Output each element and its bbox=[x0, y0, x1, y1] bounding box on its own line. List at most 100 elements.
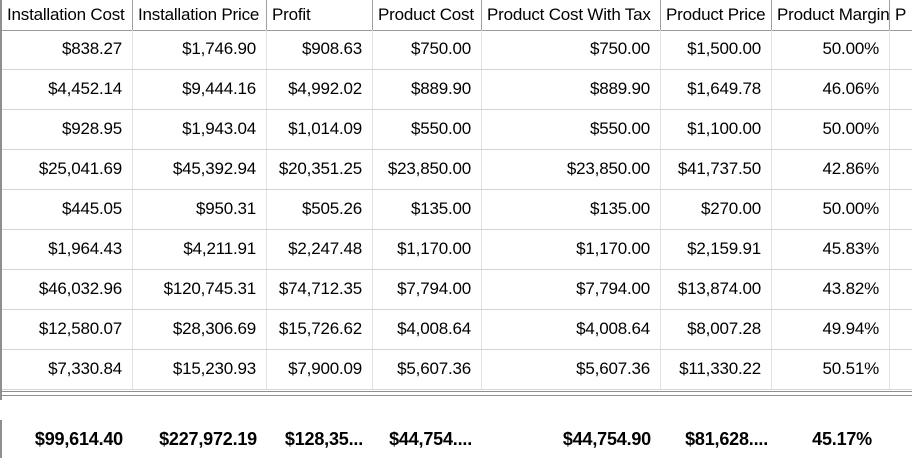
table-cell[interactable]: $270.00 bbox=[661, 190, 772, 229]
table-cell[interactable]: $1,014.09 bbox=[267, 110, 373, 149]
table-cell[interactable]: $950.31 bbox=[133, 190, 267, 229]
total-product-cost-with-tax: $44,754.90 bbox=[562, 429, 651, 449]
table-cell[interactable]: $928.95 bbox=[2, 110, 133, 149]
table-cell[interactable]: $4,008.64 bbox=[373, 310, 482, 349]
table-cell[interactable]: $889.90 bbox=[482, 70, 661, 109]
table-cell[interactable]: $15,726.62 bbox=[267, 310, 373, 349]
table-cell[interactable]: $12,580.07 bbox=[2, 310, 133, 349]
table-cell-truncated[interactable] bbox=[890, 310, 912, 349]
table-cell[interactable]: $5,607.36 bbox=[482, 350, 661, 389]
table-row[interactable]: $12,580.07 $28,306.69 $15,726.62 $4,008.64 $… bbox=[2, 310, 912, 350]
column-header-installation-cost[interactable]: Installation Cost bbox=[2, 0, 133, 30]
table-cell[interactable]: 50.00% bbox=[772, 30, 890, 69]
table-cell[interactable]: $135.00 bbox=[373, 190, 482, 229]
grid-rows: $838.27 $1,746.90 $908.63 $750.00 $750.00 $1,… bbox=[2, 30, 912, 390]
table-cell[interactable]: $45,392.94 bbox=[133, 150, 267, 189]
table-row[interactable]: $928.95 $1,943.04 $1,014.09 $550.00 $550.00 $… bbox=[2, 110, 912, 150]
column-header-product-cost[interactable]: Product Cost bbox=[373, 0, 482, 30]
table-cell-truncated[interactable] bbox=[890, 30, 912, 69]
table-row[interactable]: $46,032.96 $120,745.31 $74,712.35 $7,794.00… bbox=[2, 270, 912, 310]
table-cell[interactable]: $1,170.00 bbox=[373, 230, 482, 269]
table-cell[interactable]: $1,500.00 bbox=[661, 30, 772, 69]
grid-left-edge bbox=[0, 0, 2, 400]
column-header-profit[interactable]: Profit bbox=[267, 0, 373, 30]
table-cell-truncated[interactable] bbox=[890, 230, 912, 269]
table-cell[interactable]: $1,170.00 bbox=[482, 230, 661, 269]
table-cell[interactable]: $23,850.00 bbox=[373, 150, 482, 189]
total-installation-cost: $99,614.40 bbox=[34, 429, 123, 449]
table-cell[interactable]: $1,649.78 bbox=[661, 70, 772, 109]
table-cell-truncated[interactable] bbox=[890, 350, 912, 389]
table-cell[interactable]: $11,330.22 bbox=[661, 350, 772, 389]
table-cell[interactable]: $4,992.02 bbox=[267, 70, 373, 109]
table-cell[interactable]: $4,008.64 bbox=[482, 310, 661, 349]
table-cell[interactable]: $7,794.00 bbox=[482, 270, 661, 309]
table-cell[interactable]: $889.90 bbox=[373, 70, 482, 109]
table-cell[interactable]: $9,444.16 bbox=[133, 70, 267, 109]
table-cell[interactable]: $7,330.84 bbox=[2, 350, 133, 389]
total-product-cost: $44,754.... bbox=[389, 429, 472, 449]
table-cell[interactable]: 50.51% bbox=[772, 350, 890, 389]
table-cell[interactable]: $505.26 bbox=[267, 190, 373, 229]
table-cell[interactable]: $2,247.48 bbox=[267, 230, 373, 269]
footer-divider bbox=[0, 391, 912, 392]
column-header-product-margin[interactable]: Product Margin bbox=[772, 0, 890, 30]
table-cell[interactable]: $135.00 bbox=[482, 190, 661, 229]
column-header-product-cost-with-tax[interactable]: Product Cost With Tax bbox=[482, 0, 661, 30]
column-header-truncated[interactable]: P bbox=[890, 0, 912, 30]
table-cell[interactable]: $445.05 bbox=[2, 190, 133, 229]
table-cell[interactable]: $750.00 bbox=[373, 30, 482, 69]
table-row[interactable]: $7,330.84 $15,230.93 $7,900.09 $5,607.36 $5,… bbox=[2, 350, 912, 390]
table-cell[interactable]: $4,452.14 bbox=[2, 70, 133, 109]
table-cell[interactable]: $46,032.96 bbox=[2, 270, 133, 309]
total-profit: $128,35... bbox=[284, 429, 363, 449]
table-row[interactable]: $838.27 $1,746.90 $908.63 $750.00 $750.00 $1,… bbox=[2, 30, 912, 70]
table-cell[interactable]: $41,737.50 bbox=[661, 150, 772, 189]
table-cell-truncated[interactable] bbox=[890, 270, 912, 309]
table-cell[interactable]: $1,964.43 bbox=[2, 230, 133, 269]
table-cell[interactable]: 49.94% bbox=[772, 310, 890, 349]
table-cell[interactable]: $25,041.69 bbox=[2, 150, 133, 189]
table-cell[interactable]: 43.82% bbox=[772, 270, 890, 309]
table-cell-truncated[interactable] bbox=[890, 70, 912, 109]
table-row[interactable]: $4,452.14 $9,444.16 $4,992.02 $889.90 $889.9… bbox=[2, 70, 912, 110]
footer-left-edge bbox=[0, 420, 2, 458]
table-cell[interactable]: $1,943.04 bbox=[133, 110, 267, 149]
table-cell-truncated[interactable] bbox=[890, 110, 912, 149]
table-cell[interactable]: $7,794.00 bbox=[373, 270, 482, 309]
table-cell[interactable]: $15,230.93 bbox=[133, 350, 267, 389]
table-cell-truncated[interactable] bbox=[890, 190, 912, 229]
table-cell[interactable]: $13,874.00 bbox=[661, 270, 772, 309]
table-cell[interactable]: $1,746.90 bbox=[133, 30, 267, 69]
table-cell[interactable]: $28,306.69 bbox=[133, 310, 267, 349]
table-cell[interactable]: $4,211.91 bbox=[133, 230, 267, 269]
table-cell[interactable]: $5,607.36 bbox=[373, 350, 482, 389]
table-cell[interactable]: $7,900.09 bbox=[267, 350, 373, 389]
table-cell[interactable]: 50.00% bbox=[772, 190, 890, 229]
table-cell[interactable]: $120,745.31 bbox=[133, 270, 267, 309]
table-cell[interactable]: $838.27 bbox=[2, 30, 133, 69]
table-cell[interactable]: $20,351.25 bbox=[267, 150, 373, 189]
table-cell[interactable]: $550.00 bbox=[373, 110, 482, 149]
column-header-product-price[interactable]: Product Price bbox=[661, 0, 772, 30]
column-header-installation-price[interactable]: Installation Price bbox=[133, 0, 267, 30]
table-cell[interactable]: $908.63 bbox=[267, 30, 373, 69]
table-cell[interactable]: $2,159.91 bbox=[661, 230, 772, 269]
table-cell[interactable]: 42.86% bbox=[772, 150, 890, 189]
table-cell[interactable]: 46.06% bbox=[772, 70, 890, 109]
table-cell[interactable]: $8,007.28 bbox=[661, 310, 772, 349]
table-cell[interactable]: $550.00 bbox=[482, 110, 661, 149]
footer-divider bbox=[0, 395, 912, 396]
table-cell[interactable]: 50.00% bbox=[772, 110, 890, 149]
table-cell[interactable]: $23,850.00 bbox=[482, 150, 661, 189]
total-installation-price: $227,972.19 bbox=[159, 429, 257, 449]
table-cell[interactable]: $74,712.35 bbox=[267, 270, 373, 309]
table-cell[interactable]: $1,100.00 bbox=[661, 110, 772, 149]
table-row[interactable]: $25,041.69 $45,392.94 $20,351.25 $23,850.00… bbox=[2, 150, 912, 190]
table-cell-truncated[interactable] bbox=[890, 150, 912, 189]
table-row[interactable]: $1,964.43 $4,211.91 $2,247.48 $1,170.00 $1,1… bbox=[2, 230, 912, 270]
table-cell[interactable]: 45.83% bbox=[772, 230, 890, 269]
table-row[interactable]: $445.05 $950.31 $505.26 $135.00 $135.00 $270.… bbox=[2, 190, 912, 230]
table-cell[interactable]: $750.00 bbox=[482, 30, 661, 69]
